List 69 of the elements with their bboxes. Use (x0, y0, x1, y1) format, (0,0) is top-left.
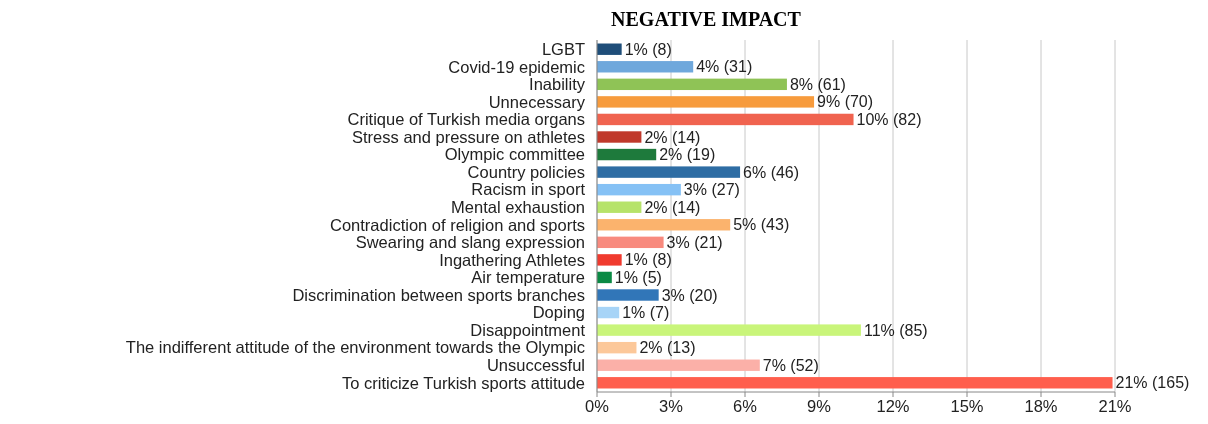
y-tick-label: Inability (529, 75, 586, 94)
bar (597, 359, 760, 371)
y-tick-label: Swearing and slang expression (355, 233, 585, 252)
x-tick-label: 6% (733, 397, 758, 415)
bar (597, 306, 620, 319)
bar (597, 43, 622, 55)
y-tick-label: Ingathering Athletes (439, 250, 585, 269)
data-label: 10% (82) (856, 111, 922, 129)
y-tick-label: Air temperature (471, 268, 585, 287)
bar (597, 271, 612, 284)
y-tick-label: Mental exhaustion (451, 198, 585, 216)
data-label: 3% (20) (661, 286, 718, 304)
data-label: 2% (19) (659, 146, 716, 164)
x-tick-label: 0% (585, 397, 610, 415)
data-label: 9% (70) (817, 93, 874, 111)
y-tick-label: Disappointment (470, 320, 586, 339)
data-label: 4% (31) (696, 58, 753, 76)
y-tick-label: Covid-19 epidemic (448, 57, 585, 76)
data-label: 3% (27) (683, 181, 740, 199)
data-label: 21% (165) (1115, 374, 1190, 392)
data-label: 7% (52) (762, 356, 819, 374)
data-label: 1% (7) (622, 304, 670, 322)
y-tick-label: Contradiction of religion and sports (330, 215, 585, 234)
data-label: 8% (61) (789, 75, 846, 93)
data-label: 1% (8) (624, 251, 672, 269)
data-label: 11% (85) (863, 321, 928, 339)
bar (597, 236, 664, 249)
y-tick-label: LGBT (541, 39, 585, 58)
chart-title: NEGATIVE IMPACT (611, 8, 802, 30)
y-tick-label: To criticize Turkish sports attitude (341, 373, 585, 392)
data-label: 2% (13) (639, 339, 696, 357)
data-label: 2% (14) (644, 128, 701, 146)
y-tick-label: Critique of Turkish media organs (347, 110, 585, 129)
bar (597, 289, 659, 301)
bar (597, 61, 694, 73)
bar (597, 377, 1113, 389)
data-label: 5% (43) (733, 216, 790, 234)
bar (597, 324, 861, 336)
data-label: 6% (46) (743, 163, 800, 181)
y-tick-label: Doping (532, 303, 585, 322)
x-tick-label: 21% (1098, 397, 1132, 415)
y-tick-label: Racism in sport (471, 180, 586, 199)
x-tick-label: 15% (950, 397, 984, 415)
bar (597, 201, 642, 213)
data-label: 1% (5) (614, 269, 662, 287)
x-tick-label: 18% (1024, 397, 1058, 415)
y-tick-label: Unsuccessful (486, 356, 585, 374)
y-tick-label: The indifferent attitude of the environment towards the Olympic (125, 338, 585, 357)
y-tick-label: Country policies (467, 162, 585, 181)
y-tick-label: Discrimination between sports branches (292, 285, 585, 304)
y-tick-label: Olympic committee (444, 145, 585, 164)
data-label: 3% (21) (666, 233, 723, 251)
x-tick-label: 9% (807, 397, 832, 415)
bar (597, 148, 657, 161)
bar (597, 254, 622, 266)
bar (597, 78, 787, 91)
bar (597, 96, 815, 108)
data-label: 2% (14) (644, 198, 701, 216)
y-tick-label: Unnecessary (488, 92, 586, 111)
bar (597, 219, 731, 231)
y-tick-label: Stress and pressure on athletes (352, 127, 585, 146)
bar (597, 341, 637, 354)
data-label: 1% (8) (624, 40, 672, 58)
bar (597, 113, 854, 126)
x-tick-label: 12% (876, 397, 910, 415)
bar (597, 131, 642, 143)
x-tick-label: 3% (659, 397, 684, 415)
bar (597, 166, 741, 178)
bar (597, 183, 681, 196)
